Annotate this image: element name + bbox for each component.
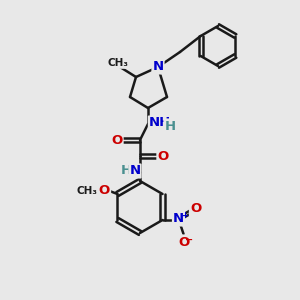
Text: N: N <box>173 212 184 226</box>
Text: O: O <box>158 149 169 163</box>
Text: H: H <box>120 164 132 178</box>
Text: O: O <box>178 236 189 248</box>
Text: CH₃: CH₃ <box>107 58 128 68</box>
Text: O: O <box>111 134 123 146</box>
Text: N: N <box>129 164 141 178</box>
Text: H: H <box>164 119 175 133</box>
Text: −: − <box>185 235 194 245</box>
Text: NH: NH <box>149 116 171 130</box>
Text: CH₃: CH₃ <box>77 186 98 196</box>
Text: +: + <box>181 211 188 220</box>
Text: O: O <box>99 184 110 197</box>
Text: N: N <box>152 61 164 74</box>
Text: O: O <box>190 202 201 215</box>
